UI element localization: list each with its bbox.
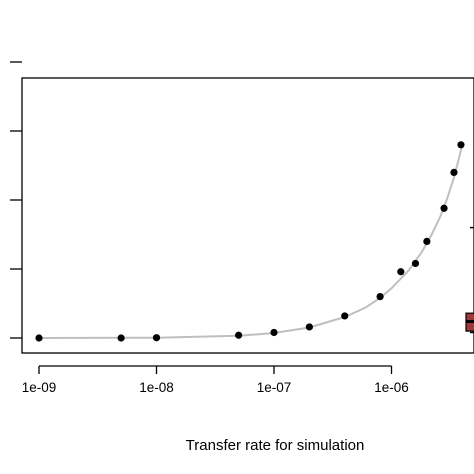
data-point-10 bbox=[423, 237, 431, 245]
data-point-7 bbox=[376, 293, 384, 301]
x-tick-label-3: 1e-06 bbox=[374, 380, 409, 395]
data-point-2 bbox=[152, 334, 161, 342]
data-point-9 bbox=[411, 259, 420, 268]
fitted-curve bbox=[38, 144, 464, 339]
x-axis: 1e-09 1e-08 1e-07 1e-06 bbox=[22, 365, 409, 395]
data-point-6 bbox=[341, 312, 349, 320]
x-tick-label-0: 1e-09 bbox=[22, 380, 57, 395]
y-axis bbox=[10, 61, 22, 339]
plot-border bbox=[21, 77, 474, 354]
x-axis-title: Transfer rate for simulation bbox=[186, 437, 365, 454]
data-point-12 bbox=[450, 168, 458, 176]
data-point-0 bbox=[35, 334, 43, 342]
series-layer bbox=[35, 141, 474, 342]
x-tick-label-2: 1e-07 bbox=[257, 380, 292, 395]
data-point-1 bbox=[117, 334, 125, 342]
data-point-11 bbox=[440, 204, 448, 212]
data-point-5 bbox=[305, 323, 313, 331]
data-point-3 bbox=[235, 331, 243, 339]
data-point-8 bbox=[397, 268, 405, 276]
x-tick-label-1: 1e-08 bbox=[139, 380, 174, 395]
data-point-4 bbox=[270, 328, 278, 337]
data-point-13 bbox=[457, 141, 465, 149]
